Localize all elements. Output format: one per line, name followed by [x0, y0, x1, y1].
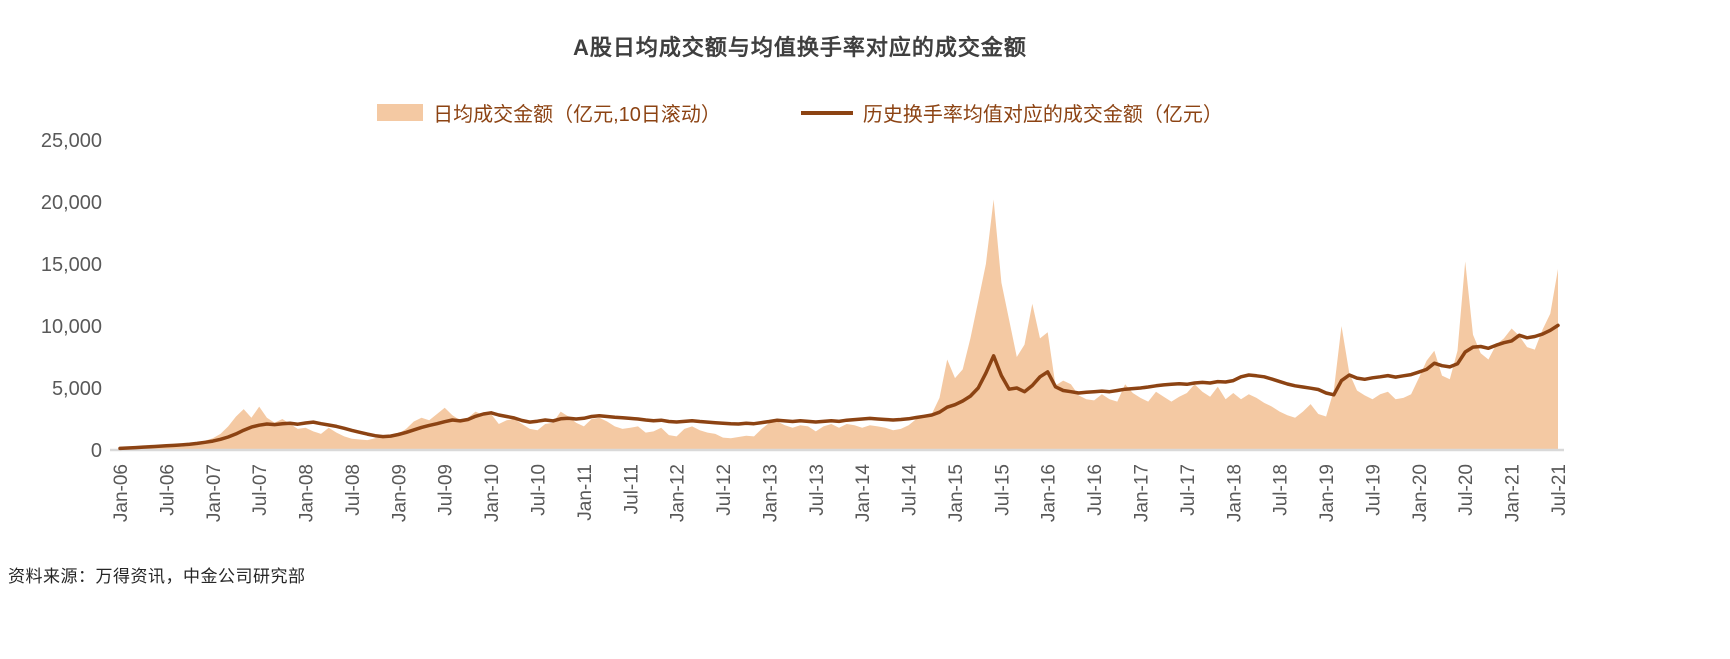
legend-area-label: 日均成交金额（亿元,10日滚动） — [433, 104, 721, 126]
x-axis-tick-label: Jan-15 — [946, 464, 967, 522]
x-axis-tick-label: Jul-14 — [900, 464, 921, 516]
x-axis-tick-label: Jan-14 — [853, 464, 874, 523]
legend-line-swatch — [800, 110, 853, 115]
x-axis-tick-label: Jul-19 — [1363, 464, 1384, 516]
y-axis-tick-label: 0 — [91, 440, 102, 462]
x-axis-tick-label: Jan-06 — [111, 464, 132, 522]
line-series — [118, 323, 1560, 451]
x-axis-tick-label: Jan-12 — [668, 464, 689, 522]
x-axis-tick-label: Jan-21 — [1503, 464, 1524, 522]
x-axis-tick-label: Jan-13 — [760, 464, 781, 522]
x-axis-tick-label: Jan-09 — [389, 464, 410, 522]
y-axis-tick-label: 5,000 — [52, 378, 102, 400]
x-axis-tick-label: Jan-16 — [1039, 464, 1060, 522]
y-axis-tick-label: 10,000 — [41, 316, 102, 338]
y-axis-tick-label: 20,000 — [41, 192, 102, 214]
x-axis-tick-label: Jul-11 — [621, 464, 642, 514]
x-axis-tick-label: Jul-17 — [1178, 464, 1199, 516]
x-axis-tick-label: Jan-17 — [1132, 464, 1153, 522]
y-axis-tick-label: 25,000 — [41, 130, 102, 152]
x-axis-tick-label: Jan-18 — [1224, 464, 1245, 522]
x-axis-tick-label: Jul-16 — [1085, 464, 1106, 516]
x-axis-tick-label: Jul-09 — [436, 464, 457, 516]
x-axis-tick-label: Jan-19 — [1317, 464, 1338, 522]
y-axis-tick-label: 15,000 — [41, 254, 102, 276]
x-axis-tick-label: Jul-15 — [992, 464, 1013, 516]
x-axis-tick-label: Jan-11 — [575, 464, 596, 521]
legend-area-swatch — [377, 104, 424, 121]
x-axis-tick-label: Jul-18 — [1271, 464, 1292, 516]
x-axis-tick-label: Jul-08 — [343, 464, 364, 516]
x-axis-tick-label: Jul-12 — [714, 464, 735, 516]
legend: 日均成交金额（亿元,10日滚动） 历史换手率均值对应的成交金额（亿元） — [0, 98, 1600, 127]
area-series — [120, 199, 1558, 450]
source-note: 资料来源：万得资讯，中金公司研究部 — [8, 567, 306, 586]
x-axis-tick-label: Jan-20 — [1410, 464, 1431, 522]
x-axis-tick-label: Jul-06 — [157, 464, 178, 516]
legend-item-area: 日均成交金额（亿元,10日滚动） — [377, 98, 721, 127]
x-axis-tick-label: Jul-20 — [1456, 464, 1477, 516]
x-axis-tick-label: Jan-10 — [482, 464, 503, 522]
x-axis-tick-label: Jul-10 — [528, 464, 549, 516]
chart-title: A股日均成交额与均值换手率对应的成交金额 — [573, 35, 1027, 60]
x-axis-tick-label: Jul-07 — [250, 464, 271, 516]
legend-line-label: 历史换手率均值对应的成交金额（亿元） — [862, 104, 1223, 126]
x-axis-tick-label: Jan-08 — [297, 464, 318, 522]
x-axis-tick-label: Jan-07 — [204, 464, 225, 522]
x-axis-tick-label: Jul-13 — [807, 464, 828, 516]
x-axis-tick-label: Jul-21 — [1549, 464, 1570, 516]
legend-item-line: 历史换手率均值对应的成交金额（亿元） — [800, 98, 1223, 127]
